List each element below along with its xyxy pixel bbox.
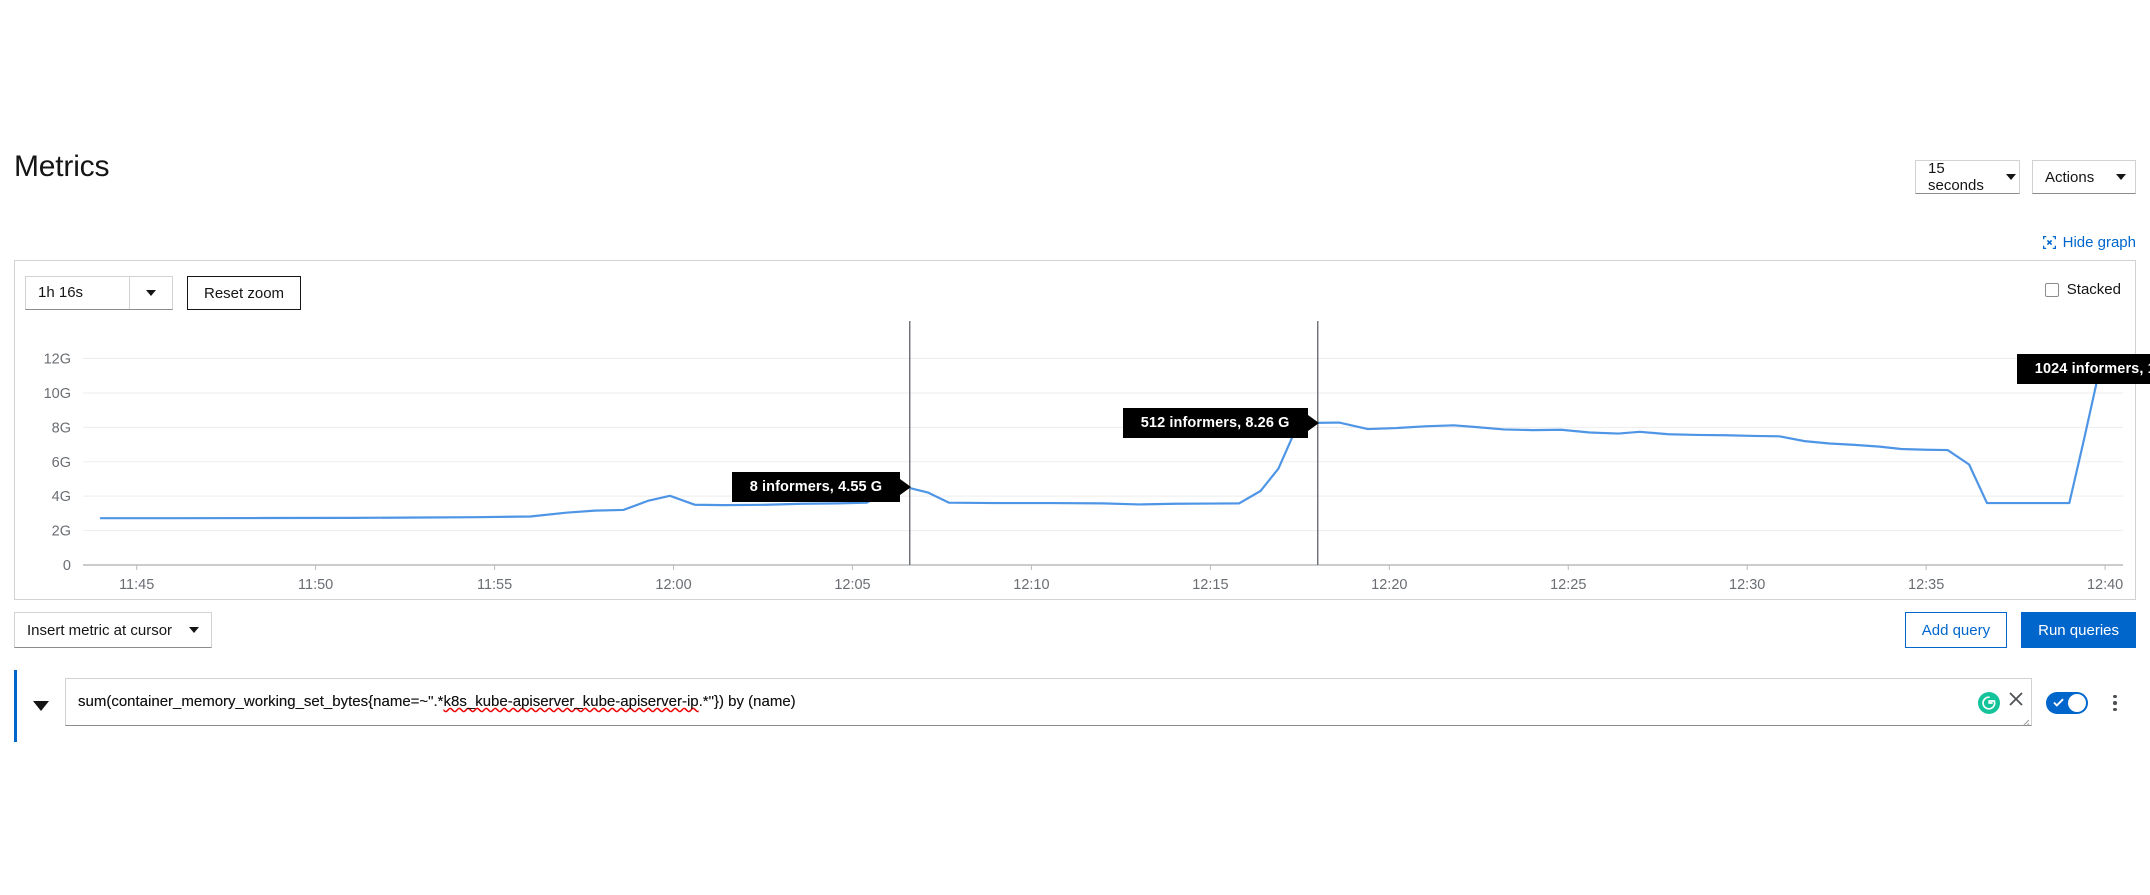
insert-metric-label: Insert metric at cursor [27,621,173,639]
expand-query-toggle[interactable] [17,670,65,742]
page-header: Metrics 15 seconds Actions [0,150,2150,210]
query-toolbar: Insert metric at cursor Add query Run qu… [14,612,2136,654]
metrics-line-chart[interactable]: 0 2G 4G 6G 8G 10G 12G 11:45 11:50 11:55 12:00 12:05… [15,313,2137,601]
svg-text:0: 0 [63,558,71,574]
refresh-interval-select[interactable]: 15 seconds [1915,160,2020,194]
chart-annotation: 1024 informers, 11.39 G [2016,354,2150,385]
svg-text:8G: 8G [52,420,71,436]
time-range-select[interactable]: 1h 16s [25,276,173,310]
time-range-value: 1h 16s [26,277,130,309]
check-icon [2053,698,2064,707]
kebab-menu-icon[interactable] [2104,690,2126,716]
svg-text:12:20: 12:20 [1371,577,1407,593]
svg-text:11:50: 11:50 [298,577,333,593]
svg-text:10G: 10G [44,386,71,402]
query-toolbar-actions: Add query Run queries [1904,612,2136,648]
compress-icon [2042,235,2056,250]
actions-label: Actions [2045,168,2095,186]
svg-text:12:15: 12:15 [1192,577,1228,593]
graph-card: Hide graph 1h 16s Reset zoom Stacked 0 2G… [14,234,2150,601]
svg-text:12:35: 12:35 [1908,577,1944,593]
graph-body: 1h 16s Reset zoom Stacked 0 2G 4G 6G 8G 10G 12… [14,260,2150,601]
svg-text:2G: 2G [52,524,71,540]
toggle-knob [2068,694,2086,712]
hide-graph-label: Hide graph [2062,234,2136,251]
query-input-wrapper: sum(container_memory_working_set_bytes{n… [65,678,2032,727]
svg-text:12:40: 12:40 [2087,577,2123,593]
run-queries-button[interactable]: Run queries [2021,612,2136,648]
svg-text:4G: 4G [52,489,71,505]
svg-text:12:05: 12:05 [834,577,870,593]
chevron-down-icon [33,701,49,711]
chevron-down-icon [2116,174,2127,180]
query-enabled-toggle[interactable] [2046,692,2088,714]
stacked-checkbox-group[interactable]: Stacked [2044,281,2121,298]
stacked-checkbox[interactable] [2044,282,2059,297]
svg-text:12:00: 12:00 [655,577,691,593]
insert-metric-at-cursor-dropdown[interactable]: Insert metric at cursor [14,612,212,648]
resize-grip[interactable] [2020,714,2030,727]
svg-text:12:25: 12:25 [1550,577,1586,593]
svg-text:11:45: 11:45 [119,577,154,593]
query-input[interactable] [65,678,2032,726]
svg-text:6G: 6G [52,455,71,471]
chart-annotation: 512 informers, 8.26 G [1122,407,1308,438]
svg-text:12:30: 12:30 [1729,577,1765,593]
query-row: sum(container_memory_working_set_bytes{n… [14,670,2136,742]
chevron-down-icon [189,627,199,633]
refresh-interval-value: 15 seconds [1928,160,1984,194]
page-title: Metrics [14,150,110,183]
hide-graph-button[interactable]: Hide graph [2042,234,2136,251]
actions-dropdown[interactable]: Actions [2032,160,2136,194]
graph-toolbar: 1h 16s Reset zoom [25,276,302,310]
reset-zoom-button[interactable]: Reset zoom [187,276,302,310]
header-controls: 15 seconds Actions [1915,160,2136,194]
chart-annotation: 8 informers, 4.55 G [731,471,901,502]
svg-text:12:10: 12:10 [1013,577,1049,593]
grammarly-icon[interactable] [1978,692,2000,714]
chevron-down-icon [130,290,172,296]
chevron-down-icon [2005,174,2016,180]
add-query-button[interactable]: Add query [1904,612,2008,648]
svg-text:12G: 12G [44,352,71,368]
svg-text:11:55: 11:55 [477,577,512,593]
close-icon[interactable] [2006,689,2026,709]
stacked-label: Stacked [2066,281,2121,298]
plot-area[interactable]: 0 2G 4G 6G 8G 10G 12G 11:45 11:50 11:55 12:00 12:05… [15,313,2150,601]
